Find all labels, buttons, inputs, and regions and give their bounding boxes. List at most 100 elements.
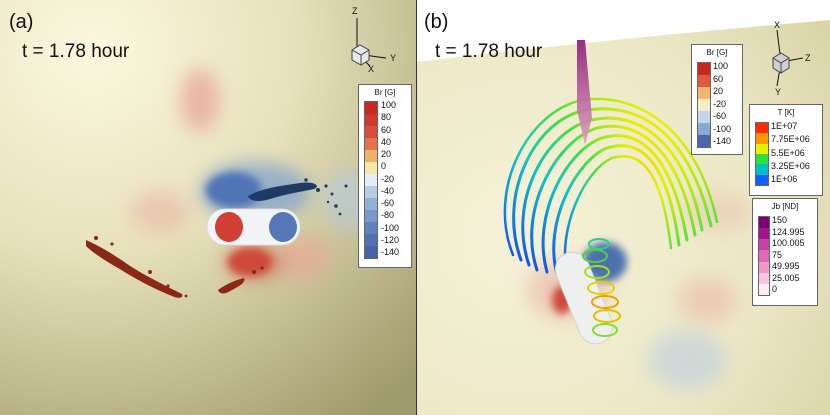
colorbar-tick-label: -80 xyxy=(381,210,395,221)
panel-a-br-colorbar xyxy=(364,101,378,259)
panel-b-axis-x: X xyxy=(774,20,781,30)
colorbar-swatch xyxy=(365,102,377,114)
colorbar-swatch xyxy=(698,87,710,99)
colorbar-tick-label: 100 xyxy=(381,100,397,110)
panel-a-label: (a) xyxy=(9,11,34,33)
colorbar-tick-label: -20 xyxy=(713,98,727,109)
colorbar-tick-label: 1E+06 xyxy=(771,174,798,184)
panel-b-jb-legend: Jb [ND] 150 124.995 100.005 75 49.995 25.005 0 xyxy=(752,198,818,306)
colorbar-tick-label: 0 xyxy=(381,161,387,172)
colorbar-swatch xyxy=(756,123,768,134)
colorbar-swatch xyxy=(759,261,769,273)
panel-b-jb-ticks: 150 124.995 100.005 75 49.995 25.005 0 xyxy=(772,216,816,294)
colorbar-swatch xyxy=(365,222,377,234)
colorbar-swatch xyxy=(698,111,710,123)
panel-a: (a) t = 1.78 hour Z Y X Br [G] 100 80 60 40… xyxy=(0,0,417,415)
colorbar-tick-label: -20 xyxy=(381,173,395,184)
colorbar-tick-label: 75 xyxy=(772,249,783,260)
panel-b-scene xyxy=(417,0,830,415)
panel-b-t-colorbar xyxy=(755,122,769,186)
colorbar-tick-label: 1E+07 xyxy=(771,121,798,131)
panel-a-scene xyxy=(0,0,416,415)
colorbar-tick-label: -100 xyxy=(713,123,732,134)
colorbar-tick-label: 25.005 xyxy=(772,272,800,283)
colorbar-tick-label: -140 xyxy=(381,247,400,257)
colorbar-tick-label: 20 xyxy=(381,149,392,159)
colorbar-swatch xyxy=(759,283,769,295)
panel-a-br-legend: Br [G] 100 80 60 40 20 0 -20 -40 -60 -80 -100 -120 -… xyxy=(358,84,412,268)
colorbar-swatch xyxy=(365,162,377,174)
colorbar-swatch xyxy=(759,239,769,251)
colorbar-tick-label: -40 xyxy=(381,185,395,196)
colorbar-swatch xyxy=(698,135,710,147)
colorbar-swatch xyxy=(759,217,769,229)
panel-b-br-ticks: 100 60 20 -20 -60 -100 -140 xyxy=(713,62,741,146)
panel-b-current-sheet xyxy=(577,40,592,145)
colorbar-swatch xyxy=(756,133,768,144)
colorbar-tick-label: -100 xyxy=(381,222,400,233)
panel-b: (b) t = 1.78 hour X Z Y Br [G] 100 60 20 -2… xyxy=(417,0,830,415)
panel-a-axis-z: Z xyxy=(352,6,358,16)
colorbar-swatch xyxy=(759,250,769,262)
panel-a-axis-x: X xyxy=(368,64,375,74)
panel-b-field-lines xyxy=(503,97,719,278)
panel-a-time: t = 1.78 hour xyxy=(22,41,130,62)
panel-b-br-legend: Br [G] 100 60 20 -20 -60 -100 -140 xyxy=(691,44,743,155)
colorbar-tick-label: 5.5E+06 xyxy=(771,147,805,158)
panel-a-br-ticks: 100 80 60 40 20 0 -20 -40 -60 -80 -100 -120 -140 xyxy=(381,101,409,257)
panel-b-axis-z: Z xyxy=(805,53,811,63)
colorbar-swatch xyxy=(365,246,377,258)
colorbar-swatch xyxy=(365,198,377,210)
colorbar-swatch xyxy=(365,150,377,162)
colorbar-swatch xyxy=(365,186,377,198)
colorbar-swatch xyxy=(698,99,710,111)
colorbar-tick-label: 40 xyxy=(381,136,392,147)
colorbar-swatch xyxy=(756,143,768,154)
panel-a-br-legend-title: Br [G] xyxy=(374,88,396,97)
panel-b-br-colorbar xyxy=(697,62,711,148)
colorbar-swatch xyxy=(759,228,769,240)
panel-a-axes-triad xyxy=(351,18,387,67)
colorbar-tick-label: -60 xyxy=(381,198,395,208)
panel-a-blue-isosurface xyxy=(248,178,348,216)
colorbar-tick-label: 100 xyxy=(713,61,729,71)
panel-b-axis-y: Y xyxy=(775,87,782,97)
colorbar-tick-label: 60 xyxy=(713,73,724,84)
colorbar-tick-label: -120 xyxy=(381,234,400,245)
colorbar-tick-label: 49.995 xyxy=(772,261,800,271)
panel-b-t-legend-title: T [K] xyxy=(777,108,795,117)
colorbar-tick-label: 7.75E+06 xyxy=(771,134,810,145)
panel-b-jb-legend-title: Jb [ND] xyxy=(771,202,799,211)
panel-b-br-legend-title: Br [G] xyxy=(706,48,728,57)
panel-b-t-legend: T [K] 1E+07 7.75E+06 5.5E+06 3.25E+06 1E+06 xyxy=(749,104,823,196)
colorbar-tick-label: 3.25E+06 xyxy=(771,160,810,171)
colorbar-tick-label: -60 xyxy=(713,111,727,121)
colorbar-tick-label: 124.995 xyxy=(772,226,805,237)
colorbar-swatch xyxy=(365,138,377,150)
colorbar-tick-label: 0 xyxy=(772,284,778,294)
panel-a-red-isosurface xyxy=(86,236,264,298)
colorbar-swatch xyxy=(698,123,710,135)
panel-b-axes-triad xyxy=(772,29,804,87)
panel-a-flux-rope-tube xyxy=(206,208,301,246)
panel-b-label: (b) xyxy=(424,11,449,33)
colorbar-swatch xyxy=(365,114,377,126)
colorbar-tick-label: 60 xyxy=(381,124,392,135)
colorbar-swatch xyxy=(756,164,768,175)
panel-a-axis-y: Y xyxy=(390,53,397,63)
colorbar-swatch xyxy=(365,174,377,186)
panel-b-jb-colorbar xyxy=(758,216,770,296)
colorbar-swatch xyxy=(698,75,710,87)
colorbar-swatch xyxy=(698,63,710,75)
colorbar-tick-label: 80 xyxy=(381,112,392,123)
colorbar-swatch xyxy=(365,210,377,222)
panel-b-flux-rope xyxy=(554,238,621,345)
colorbar-swatch xyxy=(365,234,377,246)
colorbar-tick-label: 150 xyxy=(772,215,788,225)
panel-b-t-ticks: 1E+07 7.75E+06 5.5E+06 3.25E+06 1E+06 xyxy=(771,122,821,184)
colorbar-swatch xyxy=(365,126,377,138)
colorbar-swatch xyxy=(756,174,768,185)
panel-b-time: t = 1.78 hour xyxy=(435,41,543,62)
colorbar-tick-label: -140 xyxy=(713,136,732,146)
